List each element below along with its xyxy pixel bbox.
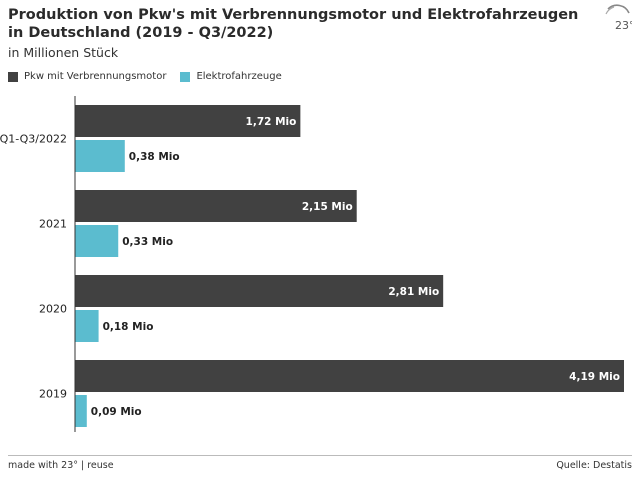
legend-label-electric: Elektrofahrzeuge <box>196 71 282 82</box>
data-label: 4,19 Mio <box>569 371 620 383</box>
bar-chart: Q1-Q3/2022 1,72 Mio 0,38 Mio 2021 2,15 Mio 0,… <box>0 96 624 432</box>
logo-text: 23° <box>615 19 632 32</box>
bar <box>75 105 301 137</box>
bar <box>75 395 87 427</box>
bar <box>75 190 357 222</box>
bar <box>75 360 624 392</box>
bar <box>75 310 99 342</box>
data-label: 2,15 Mio <box>302 201 353 213</box>
category-label: Q1-Q3/2022 <box>0 133 67 146</box>
chart-title: Produktion von Pkw's mit Verbrennungsmot… <box>8 7 579 41</box>
legend-swatch-electric <box>180 71 191 82</box>
category-label: 2020 <box>39 303 67 316</box>
legend-swatch-combustion <box>8 71 18 82</box>
source-note: Quelle: Destatis <box>556 460 632 471</box>
bar <box>75 140 125 172</box>
legend: Pkw mit Verbrennungsmotor Elektrofahrzeu… <box>8 71 296 82</box>
footer-divider <box>8 455 632 456</box>
legend-item-electric[interactable]: Elektrofahrzeuge <box>180 71 282 82</box>
data-label: 0,18 Mio <box>103 321 154 333</box>
bar <box>75 275 444 307</box>
data-label: 0,33 Mio <box>122 236 173 248</box>
category-label: 2021 <box>39 218 67 231</box>
data-label: 2,81 Mio <box>388 286 439 298</box>
data-label: 0,38 Mio <box>129 151 180 163</box>
bar <box>75 225 119 257</box>
category-label: 2019 <box>39 388 67 401</box>
logo-icon: 23° <box>605 4 632 32</box>
legend-label-combustion: Pkw mit Verbrennungsmotor <box>24 71 167 82</box>
legend-item-combustion[interactable]: Pkw mit Verbrennungsmotor <box>8 71 166 82</box>
data-label: 0,09 Mio <box>91 406 142 418</box>
made-with-link[interactable]: made with 23° | reuse <box>8 460 114 471</box>
chart-subtitle: in Millionen Stück <box>8 45 119 60</box>
data-label: 1,72 Mio <box>246 116 297 128</box>
